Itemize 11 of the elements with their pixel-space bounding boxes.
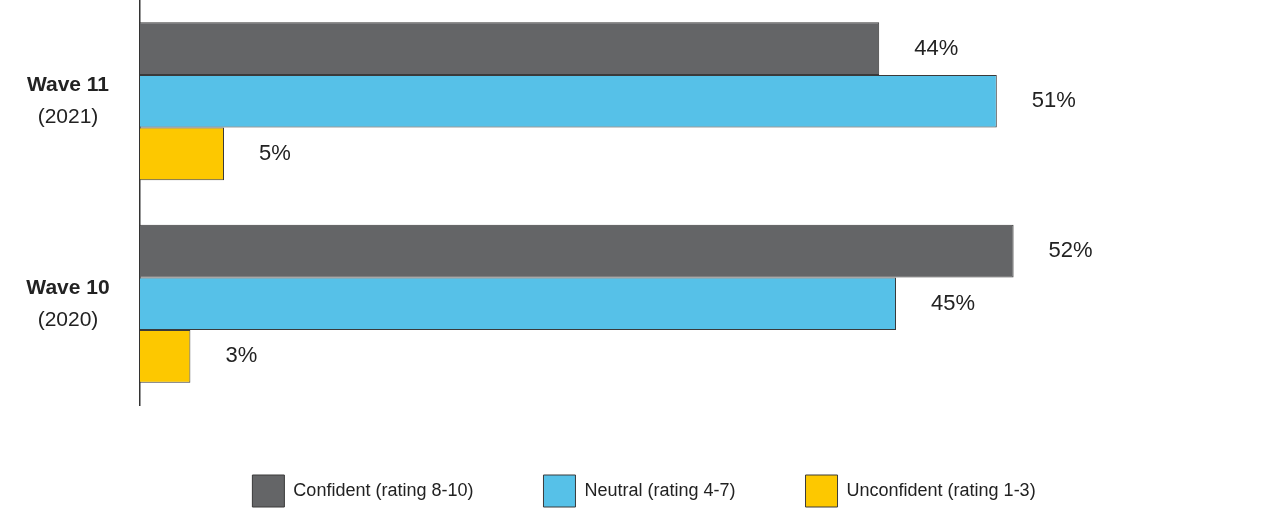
data-label: 44%	[914, 34, 959, 60]
legend-label: Unconfident (rating 1-3)	[846, 479, 1036, 500]
data-label: 3%	[225, 342, 258, 368]
data-label: 45%	[931, 289, 976, 315]
legend-label: Confident (rating 8-10)	[293, 479, 474, 500]
data-label: 5%	[259, 139, 291, 165]
legend-label: Neutral (rating 4-7)	[584, 479, 736, 500]
data-label: 51%	[1031, 87, 1076, 113]
data-label: 52%	[1048, 237, 1093, 263]
y-tick-label: Wave 11 (2021)	[26, 72, 110, 128]
y-tick-label: Wave 10 (2020)	[26, 274, 110, 330]
